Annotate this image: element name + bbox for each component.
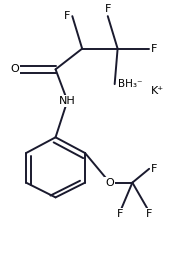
Text: BH₃⁻: BH₃⁻: [118, 79, 142, 89]
Text: O: O: [10, 64, 19, 74]
Text: F: F: [116, 209, 123, 219]
Text: F: F: [146, 209, 152, 219]
Text: K⁺: K⁺: [150, 86, 164, 96]
Text: F: F: [64, 11, 70, 21]
Text: O: O: [105, 178, 114, 188]
Text: F: F: [105, 4, 111, 14]
Text: NH: NH: [59, 96, 76, 106]
Text: F: F: [151, 164, 157, 174]
Text: F: F: [151, 44, 157, 54]
